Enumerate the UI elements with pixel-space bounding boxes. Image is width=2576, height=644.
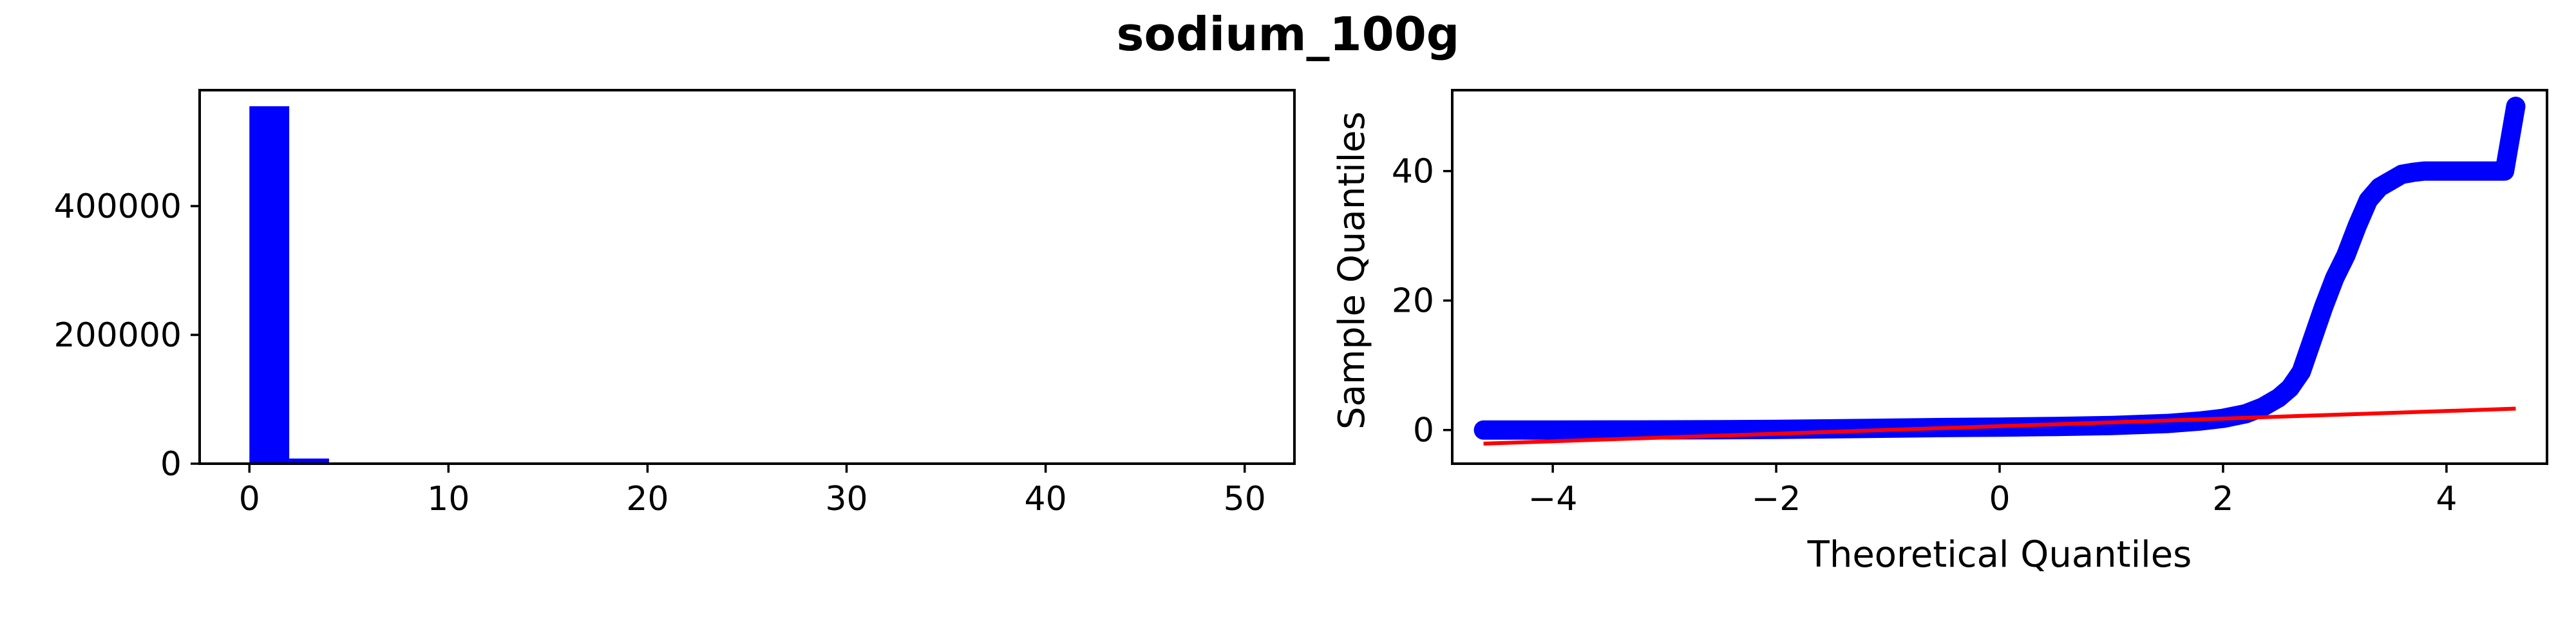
qq-point [2270,389,2287,406]
histogram-bar [289,459,329,464]
qq-point [2304,331,2321,348]
qq-x-tick-label: 2 [2212,480,2233,518]
qq-y-tick-label: 0 [1413,412,1434,450]
qq-point [1502,421,1519,439]
histogram-x-tick-label: 20 [626,480,668,518]
qq-frame [1451,89,2548,465]
qq-x-tick-label: −2 [1752,480,1801,518]
histogram-y-tick-label: 200000 [53,316,182,355]
qq-point [2047,418,2064,435]
histogram-x-tick-label: 10 [427,480,469,518]
qq-y-axis-label: Sample Quantiles [1331,111,1373,430]
histogram-x-tick-label: 30 [825,480,867,518]
qq-point [2488,162,2505,180]
qq-point [2326,269,2344,287]
qq-x-tick-label: 0 [1989,480,2010,518]
qq-point [2293,363,2310,381]
qq-point [1823,420,1841,437]
qq-point [2253,399,2271,416]
qq-point [2237,405,2254,422]
histogram-bar [249,106,290,464]
qq-point [2103,417,2120,434]
histogram-x-tick-label: 40 [1025,480,1067,518]
histogram-frame [198,89,1296,465]
histogram-y-tick-label: 400000 [53,187,182,226]
qq-point [2349,218,2366,235]
qq-point [1544,421,1562,439]
qq-point [2360,191,2377,209]
qq-point [2477,162,2494,180]
qq-point [1511,421,1528,439]
qq-point [2416,162,2433,180]
qq-point [2337,247,2354,264]
qq-point [1522,421,1539,439]
figure-title: sodium_100g [1117,7,1460,61]
qq-point [2496,162,2514,180]
qq-point [2507,98,2524,115]
qq-point [2432,162,2450,180]
qq-point [2282,379,2299,397]
qq-point [2466,162,2483,180]
qq-x-tick-label: −4 [1528,480,1578,518]
qq-sample-band [1473,97,2526,440]
qq-x-tick-label: 4 [2436,480,2457,518]
qq-y-tick-label: 20 [1392,282,1434,321]
qq-point [2315,298,2333,316]
histogram-x-tick-label: 50 [1224,480,1266,518]
histogram-axes: 0 10 20 30 40 50 0 200000 400000 [53,89,1296,518]
qq-point [2404,164,2421,181]
qq-point [1600,421,1617,439]
qq-point [1494,421,1511,439]
qq-reference-line [1483,406,2516,446]
qq-point [1475,421,1492,439]
qq-point [2393,166,2410,183]
histogram-x-tick-label: 0 [239,480,260,518]
qq-y-tick-label: 40 [1392,153,1434,191]
qq-point [2449,162,2467,180]
qq-point [2159,415,2176,432]
histogram-y-tick-label: 0 [160,445,182,484]
qq-point [1768,421,1785,438]
qq-x-axis-label: Theoretical Quantiles [1807,534,2192,576]
